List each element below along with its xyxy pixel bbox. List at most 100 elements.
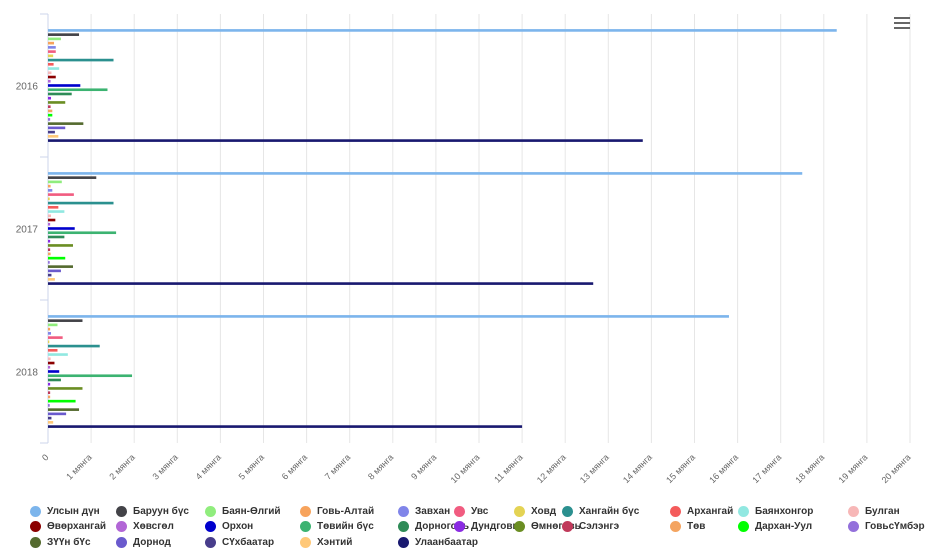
legend-marker-icon — [514, 505, 525, 517]
legend-marker-icon — [454, 505, 465, 517]
bar — [48, 105, 51, 108]
bar — [48, 336, 63, 339]
legend-item[interactable]: Говь-Алтай — [300, 503, 374, 519]
bar — [48, 222, 51, 226]
legend-marker-icon — [30, 536, 41, 548]
bar — [48, 58, 114, 62]
legend-item[interactable]: ЗҮҮн бҮс — [30, 534, 91, 550]
bar — [48, 239, 51, 243]
legend-marker-icon — [300, 505, 311, 517]
legend-label: Дорнод — [133, 536, 171, 548]
bar — [48, 231, 117, 235]
bar — [48, 46, 56, 49]
legend-label: СҮхбаатар — [222, 536, 275, 548]
legend-item[interactable]: Хөвсгөл — [116, 519, 174, 535]
bar — [48, 421, 54, 424]
bar — [48, 189, 53, 192]
bar — [48, 252, 51, 256]
bar — [48, 273, 52, 277]
legend-label: Ховд — [531, 505, 557, 517]
x-tick-label: 13 мянга — [578, 452, 611, 485]
legend-item[interactable]: СҮхбаатар — [205, 534, 274, 550]
legend-marker-icon — [30, 505, 41, 517]
x-tick-label: 15 мянга — [664, 452, 697, 485]
legend-item[interactable]: Өмнөговь — [514, 519, 581, 535]
legend-item[interactable]: ГовьсҮмбэр — [848, 519, 925, 535]
bar — [48, 425, 523, 428]
legend-label: Дархан-Уул — [755, 521, 813, 532]
legend-item[interactable]: Увс — [454, 503, 488, 519]
legend-item[interactable]: Баянхонгор — [738, 503, 813, 519]
bar — [48, 244, 73, 247]
legend-item[interactable]: Улаанбаатар — [398, 534, 478, 550]
x-tick-label: 6 мянга — [280, 452, 309, 481]
legend-item[interactable]: Баян-Өлгий — [205, 503, 281, 519]
legend-item[interactable]: Төвийн бүс — [300, 519, 374, 535]
bar — [48, 282, 594, 285]
x-tick-label: 16 мянга — [707, 452, 740, 485]
legend-item[interactable]: Булган — [848, 503, 900, 519]
bar — [48, 92, 72, 96]
legend-marker-icon — [514, 521, 525, 532]
legend-item[interactable]: Дорноговь — [398, 519, 469, 535]
bar — [48, 416, 52, 420]
bar — [48, 374, 133, 378]
bar — [48, 197, 50, 201]
legend-marker-icon — [454, 521, 465, 532]
legend-item[interactable]: Улсын дүн — [30, 503, 100, 519]
bar — [48, 113, 53, 117]
legend-marker-icon — [205, 536, 216, 548]
bar — [48, 176, 97, 179]
legend-marker-icon — [848, 521, 859, 532]
x-tick-label: 1 мянга — [64, 452, 93, 481]
bar — [48, 378, 61, 382]
x-tick-label: 2 мянга — [107, 452, 136, 481]
legend-label: Төв — [687, 521, 706, 532]
bar — [48, 344, 100, 348]
legend-item[interactable]: Төв — [670, 519, 705, 535]
legend-label: Орхон — [222, 521, 254, 532]
legend-item[interactable]: Орхон — [205, 519, 253, 535]
legend-item[interactable]: Сэлэнгэ — [562, 519, 619, 535]
legend-item[interactable]: Өвөрхангай — [30, 519, 106, 535]
bar — [48, 193, 74, 196]
bar — [48, 261, 50, 264]
legend-item[interactable]: Завхан — [398, 503, 450, 519]
bar — [48, 235, 65, 239]
legend-label: Баруун бүс — [133, 505, 189, 517]
bar — [48, 391, 51, 394]
x-tick-label: 3 мянга — [150, 452, 179, 481]
legend-label: Улсын дүн — [47, 505, 100, 517]
legend-marker-icon — [398, 505, 409, 517]
bar — [48, 130, 55, 134]
bar — [48, 227, 75, 230]
bar — [48, 54, 54, 58]
legend-item[interactable]: Баруун бүс — [116, 503, 189, 519]
x-tick-label: 10 мянга — [449, 452, 482, 485]
bar — [48, 412, 67, 416]
x-tick-label: 12 мянга — [535, 452, 568, 485]
x-tick-label: 4 мянга — [194, 452, 223, 481]
legend-item[interactable]: Хангайн бүс — [562, 503, 639, 519]
bar — [48, 201, 114, 205]
legend-marker-icon — [562, 505, 573, 517]
legend-item[interactable]: Дундговь — [454, 519, 519, 535]
legend-item[interactable]: Дорнод — [116, 534, 171, 550]
legend-item[interactable]: Дархан-Уул — [738, 519, 812, 535]
y-tick-label: 2017 — [16, 225, 39, 236]
bar — [48, 50, 56, 53]
legend-marker-icon — [116, 505, 127, 517]
legend-label: Увс — [471, 505, 489, 517]
chart-menu-button[interactable] — [892, 14, 912, 34]
bar — [48, 109, 53, 113]
bar — [48, 122, 84, 125]
legend-item[interactable]: Хэнтий — [300, 534, 352, 550]
legend-item[interactable]: Архангай — [670, 503, 733, 519]
legend-item[interactable]: Ховд — [514, 503, 556, 519]
bar — [48, 118, 51, 121]
bar — [48, 399, 76, 403]
bar — [48, 332, 52, 335]
bar — [48, 248, 51, 251]
bar — [48, 126, 66, 130]
legend-marker-icon — [670, 505, 681, 517]
